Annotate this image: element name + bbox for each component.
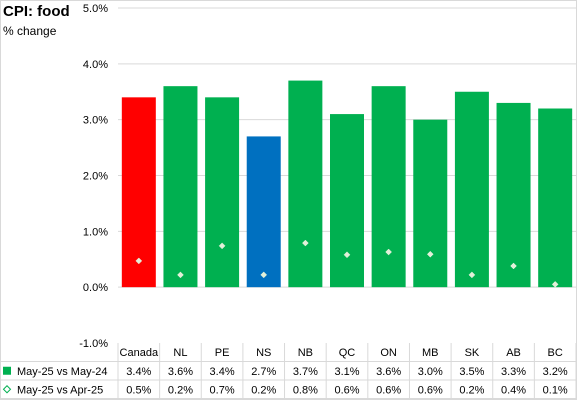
bar-series <box>121 80 573 288</box>
point <box>510 262 517 270</box>
data-label: 3.5% <box>459 366 484 378</box>
data-label: 0.6% <box>334 384 359 396</box>
bar <box>454 91 489 288</box>
point <box>135 257 143 265</box>
data-label: 3.4% <box>210 366 235 378</box>
data-label: 3.1% <box>334 366 359 378</box>
y-tick-label: 2.0% <box>83 171 108 183</box>
point <box>218 242 226 250</box>
legend-key-diamond <box>2 385 12 394</box>
y-tick-label: 0.0% <box>83 282 108 294</box>
legend-label: May-25 vs May-24 <box>17 366 107 378</box>
data-label: 0.2% <box>459 384 484 396</box>
point <box>260 271 268 279</box>
bar <box>371 86 406 288</box>
x-tick-label: AB <box>506 347 521 359</box>
x-tick-label: NL <box>173 347 187 359</box>
x-tick-label: MB <box>422 347 439 359</box>
data-label: 0.8% <box>293 384 318 396</box>
y-tick-label: 4.0% <box>83 59 108 71</box>
data-label: 3.2% <box>543 366 568 378</box>
bar <box>496 102 531 288</box>
data-label: 0.2% <box>251 384 276 396</box>
y-axis: -1.0% 0.0% 1.0% 2.0% 3.0% 4.0% 5.0% <box>79 3 108 350</box>
legend-key-bar <box>3 366 11 375</box>
bar <box>121 97 156 288</box>
bar <box>538 108 573 288</box>
x-tick-label: ON <box>380 347 397 359</box>
chart-subtitle: % change <box>3 24 57 38</box>
data-label: 0.2% <box>168 384 193 396</box>
bar <box>205 97 240 288</box>
marker-series <box>135 239 559 288</box>
data-label: 3.0% <box>418 366 443 378</box>
point <box>302 239 309 247</box>
chart-title: CPI: food <box>3 3 70 20</box>
data-label: 3.4% <box>126 366 151 378</box>
point <box>468 271 476 279</box>
data-label: 0.4% <box>501 384 526 396</box>
y-tick-label: 5.0% <box>83 3 108 15</box>
y-tick-label: 3.0% <box>83 115 108 127</box>
bar <box>163 86 198 288</box>
data-label: 0.7% <box>210 384 235 396</box>
point <box>551 281 559 288</box>
bar <box>413 119 448 288</box>
data-label: 0.6% <box>376 384 401 396</box>
bar <box>330 114 364 288</box>
x-tick-label: QC <box>339 347 356 359</box>
data-label: 0.6% <box>418 384 443 396</box>
data-label: 3.7% <box>293 366 318 378</box>
data-label: 0.5% <box>126 384 151 396</box>
x-tick-label: PE <box>215 347 230 359</box>
data-label: 3.6% <box>376 366 401 378</box>
x-tick-label: NB <box>298 347 313 359</box>
bar <box>246 136 281 288</box>
data-label: 3.6% <box>168 366 193 378</box>
point <box>385 248 392 256</box>
data-label: 3.3% <box>501 366 526 378</box>
x-tick-label: SK <box>465 347 480 359</box>
point <box>426 250 434 258</box>
x-tick-label: BC <box>548 347 563 359</box>
y-tick-label: 1.0% <box>83 226 108 238</box>
legend-label: May-25 vs Apr-25 <box>17 384 103 396</box>
data-table: Canada NL PE NS NB QC ON MB SK AB BC May-25 vs May-… <box>0 343 577 399</box>
point <box>177 271 184 279</box>
point <box>343 251 351 259</box>
bar <box>288 80 323 288</box>
x-tick-label: Canada <box>120 347 159 359</box>
y-tick-label: -1.0% <box>79 338 108 350</box>
x-tick-label: NS <box>256 347 271 359</box>
data-label: 2.7% <box>251 366 276 378</box>
data-label: 0.1% <box>543 384 568 396</box>
